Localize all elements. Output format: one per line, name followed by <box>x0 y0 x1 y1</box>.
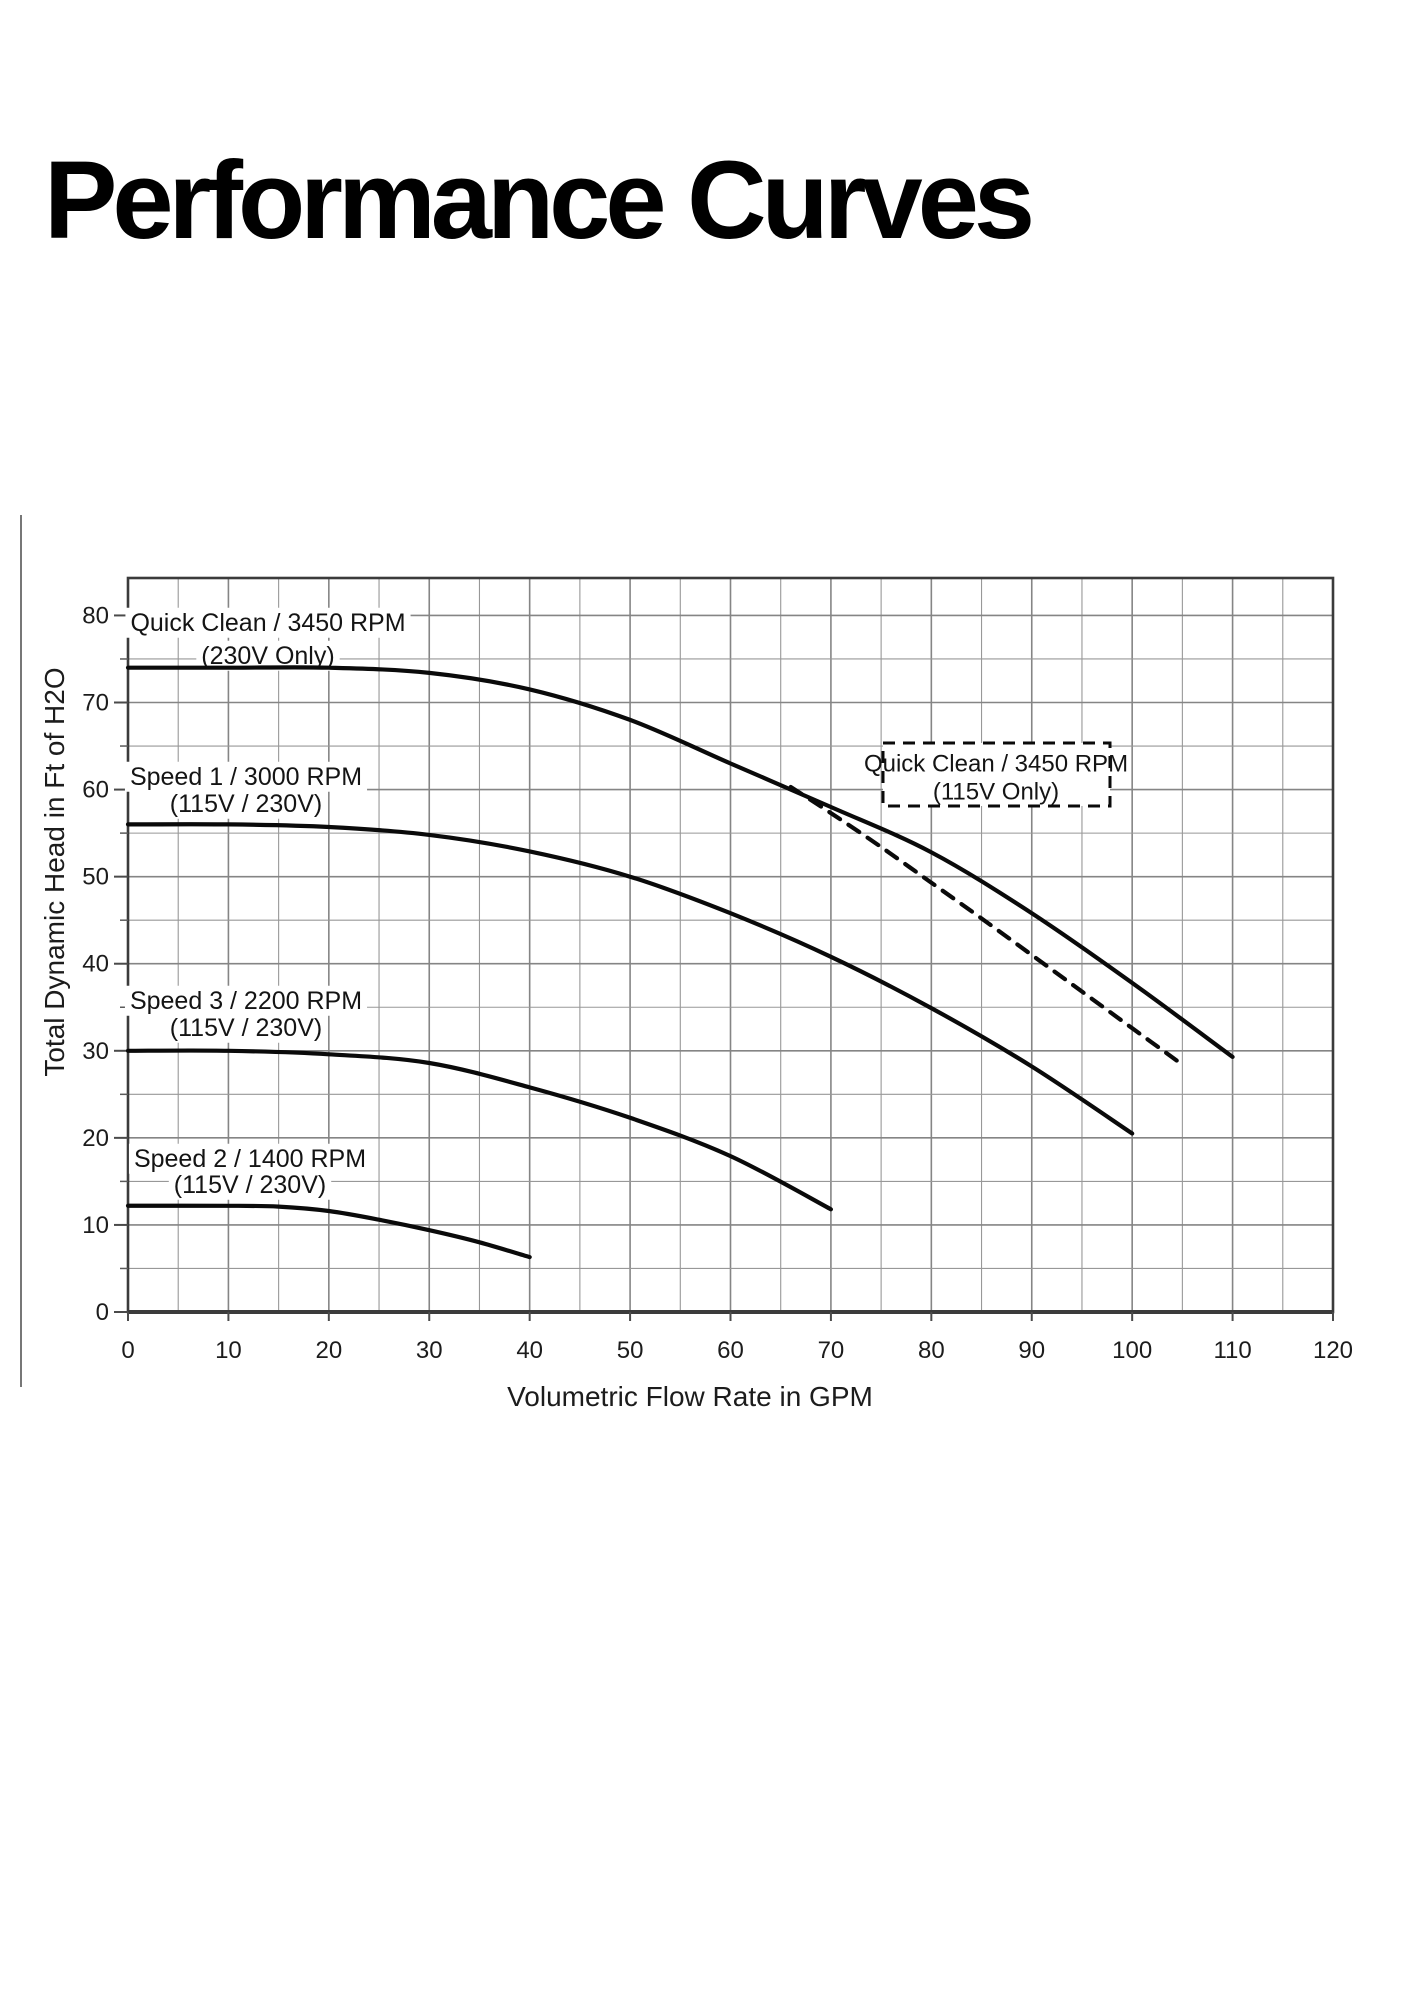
y-tick-label: 20 <box>82 1125 109 1152</box>
curve-label-line1: Speed 3 / 2200 RPM <box>130 987 362 1015</box>
curve-label-box <box>881 741 1112 808</box>
curve-label-bg <box>164 788 328 819</box>
curve-label-quick-clean-3450-rpm-230v-only: Quick Clean / 3450 RPM (230V Only) <box>125 607 411 671</box>
y-tick-label: 0 <box>96 1299 109 1326</box>
y-tick-label: 60 <box>82 777 109 804</box>
axis-titles: Volumetric Flow Rate in GPM Total Dynamic… <box>39 667 873 1412</box>
curve-label-line1: Quick Clean / 3450 RPM <box>130 609 405 637</box>
page-title: Performance Curves <box>44 139 1035 262</box>
curve-label-bg <box>124 985 368 1016</box>
curve-label-speed-1-3000-rpm-115v-230v: Speed 1 / 3000 RPM(115V / 230V) <box>124 761 368 819</box>
curve-label-bg <box>125 607 411 638</box>
curve-label-line2: (115V Only) <box>933 778 1059 805</box>
curve-label-bg <box>128 1143 372 1174</box>
x-tick-label: 40 <box>516 1337 543 1364</box>
curve-label-quick-clean-3450-rpm-115v-only: Quick Clean / 3450 RPM(115V Only) <box>864 741 1128 808</box>
curve-label-bg <box>124 761 368 792</box>
curve-speed-3-2200-rpm-115v-230v <box>125 1048 833 1212</box>
grid-lines <box>128 578 1333 1312</box>
y-tick-label: 10 <box>82 1212 109 1239</box>
curve-quick-clean-3450-rpm-115v-only <box>788 784 1185 1067</box>
curve-label-line2: (115V / 230V) <box>170 1014 322 1042</box>
y-axis-title: Total Dynamic Head in Ft of H2O <box>39 667 70 1076</box>
curve-label-line1: Speed 1 / 3000 RPM <box>130 763 362 791</box>
y-tick-label: 70 <box>82 690 109 717</box>
x-tick-label: 100 <box>1112 1337 1152 1364</box>
curve-label-line2: (115V / 230V) <box>174 1171 326 1199</box>
x-axis-title: Volumetric Flow Rate in GPM <box>507 1381 873 1412</box>
x-tick-label: 70 <box>818 1337 845 1364</box>
y-tick-label: 50 <box>82 864 109 891</box>
curve-label-speed-3-2200-rpm-115v-230v: Speed 3 / 2200 RPM(115V / 230V) <box>124 985 368 1043</box>
curve-label-line2: (115V / 230V) <box>170 790 322 818</box>
x-tick-label: 20 <box>315 1337 342 1364</box>
tick-labels: 0 10 20 30 40 50 60 70 80 0 10 20 30 40 50 60 70 80 90 100 1… <box>82 602 1353 1364</box>
curve-label-speed-2-1400-rpm-115v-230v: Speed 2 / 1400 RPM(115V / 230V) <box>128 1143 372 1200</box>
y-tick-label: 80 <box>82 602 109 629</box>
x-tick-label: 50 <box>617 1337 644 1364</box>
curve-quick-clean-3450-rpm-230v-only <box>125 665 1235 1059</box>
x-tick-label: 30 <box>416 1337 443 1364</box>
y-tick-label: 40 <box>82 951 109 978</box>
x-tick-label: 110 <box>1213 1337 1251 1364</box>
x-tick-label: 0 <box>121 1337 134 1364</box>
curve-labels: Quick Clean / 3450 RPM(230V Only)Quick C… <box>124 607 1128 1200</box>
x-tick-label: 10 <box>215 1337 242 1364</box>
left-margin-rule <box>20 515 22 1387</box>
curve-speed-2-1400-rpm-115v-230v <box>125 1203 532 1260</box>
curves <box>125 665 1235 1260</box>
x-tick-label: 60 <box>717 1337 744 1364</box>
axis-ticks <box>114 614 1334 1321</box>
curve-label-line1: Quick Clean / 3450 RPM <box>864 750 1128 777</box>
y-tick-label: 30 <box>82 1038 109 1065</box>
curve-label-line1: Speed 2 / 1400 RPM <box>134 1145 366 1173</box>
x-tick-label: 80 <box>918 1337 945 1364</box>
curve-label-line2: (230V Only) <box>201 642 334 670</box>
curve-label-bg <box>164 1012 328 1043</box>
curve-speed-1-3000-rpm-115v-230v <box>125 822 1135 1136</box>
x-tick-label: 90 <box>1018 1337 1045 1364</box>
x-tick-label: 120 <box>1313 1337 1353 1364</box>
curve-label-bg <box>168 1169 332 1200</box>
